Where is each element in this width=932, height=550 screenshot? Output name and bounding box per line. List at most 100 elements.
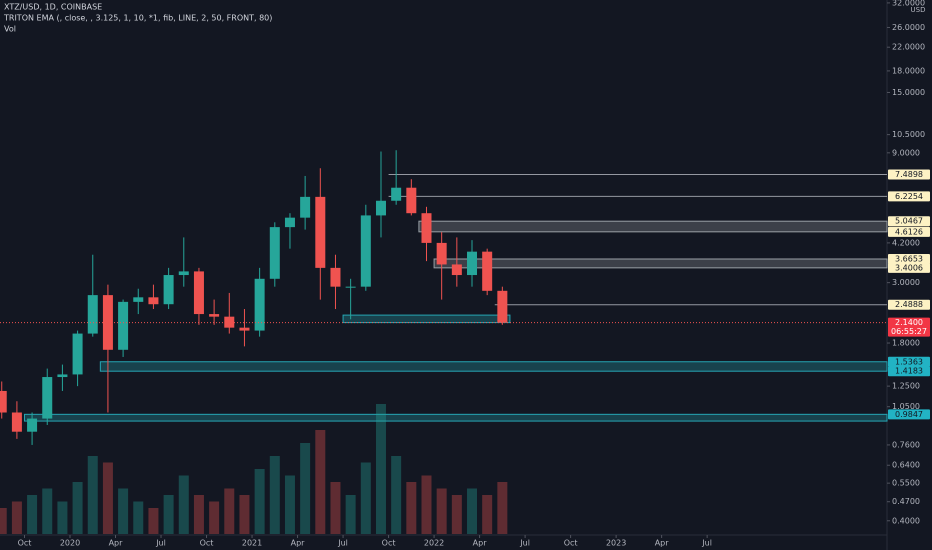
candle-body [87,295,98,334]
volume-bar [42,488,53,534]
y-tick-label: 22.0000 [892,43,925,52]
y-tick-label: 15.0000 [892,88,925,97]
volume-bar [27,495,38,534]
volume-bar [72,482,83,534]
x-tick-label: Jul [519,539,530,548]
y-tick-label: 0.5500 [892,479,920,488]
candle-body [467,251,478,276]
x-tick-label: Oct [18,539,32,548]
volume-bar [224,488,235,534]
candle-body [133,297,144,302]
level-label: 6.2254 [895,192,923,201]
y-tick-label: 1.2500 [892,382,920,391]
zone [23,413,888,422]
candle-body [72,333,83,375]
volume-bar [209,501,220,534]
candle-body [254,278,265,331]
zone-label: 3.6653 [895,254,923,263]
level-label-bg [888,191,930,202]
candle-body [27,418,38,432]
y-tick-label: 10.5000 [892,130,925,139]
volume-bar [467,488,478,534]
volume-bar [284,475,295,534]
zone [418,220,888,233]
y-tick-label: 0.7600 [892,440,920,449]
candle-body [57,374,68,378]
candle-body [148,297,159,305]
x-tick-label: Apr [109,539,124,548]
x-tick-label: 2023 [606,539,626,548]
symbol-title: XTZ/USD, 1D, COINBASE [4,3,102,12]
y-tick-label: 4.2000 [892,238,920,247]
currency: USD [911,6,926,14]
zone-label-bg [888,366,930,377]
volume-bar [315,430,326,534]
y-tick-label: 0.4000 [892,516,920,525]
y-tick-label: 3.0000 [892,278,920,287]
volume-bar [436,488,447,534]
last-price-bg [888,317,930,337]
x-tick-label: Oct [564,539,578,548]
zone-label-bg [888,253,930,264]
volume-bar [375,404,386,534]
candle-body [42,377,53,419]
x-tick-label: 2022 [424,539,444,548]
zone-label-bg [888,262,930,273]
zone-label: 3.4006 [895,263,923,272]
volume-bar [269,456,280,534]
candle-body [406,187,417,214]
volume-bar [163,495,174,534]
zone-label: 1.5363 [895,357,923,366]
candle-body [11,412,22,432]
x-tick-label: Oct [200,539,214,548]
zone-label-bg [888,216,930,227]
volume-bar [360,462,371,534]
volume-bar [239,495,250,534]
volume-bar [87,456,98,534]
volume-bar [406,482,417,534]
candle-body [315,196,326,268]
y-tick-label: 26.0000 [892,23,925,32]
level-label-bg [888,169,930,180]
volume-bar [254,469,265,534]
x-tick-label: Jul [701,539,712,548]
zone-label: 0.9847 [895,410,923,419]
y-tick-label: 9.0000 [892,148,920,157]
candle-body [239,327,250,331]
candle-body [269,227,280,279]
volume-bar [391,456,402,534]
plot [0,150,888,534]
zone-label: 5.0467 [895,217,923,226]
x-tick-label: Apr [473,539,488,548]
volume-label[interactable]: Vol [4,25,16,34]
volume-bar [57,501,68,534]
candle-body [284,217,295,228]
y-tick-label: 1.8000 [892,339,920,348]
candle-body [102,295,113,350]
volume-bar [497,482,508,534]
zone-label: 1.4183 [895,367,923,376]
zone [342,314,511,324]
candle-body [300,196,311,218]
candle-body [482,251,493,291]
volume-bar [330,482,341,534]
zone-label-bg [888,409,930,420]
indicator-label[interactable]: TRITON EMA (, close, , 3.125, 1, 10, *1,… [3,14,272,23]
x-tick-label: Jul [155,539,166,548]
last-price-label: 2.1400 [895,318,923,327]
x-tick-label: Jul [337,539,348,548]
candle-body [375,200,386,216]
candle-body [118,301,129,350]
volume-bar [102,462,113,534]
y-tick-label: 18.0000 [892,66,925,75]
candle-body [330,267,341,287]
candle-body [0,390,7,413]
volume-bar [133,501,144,534]
candle-body [178,271,189,276]
volume-bar [148,508,159,534]
candle-body [345,286,356,288]
candle-body [224,316,235,328]
volume-bar [451,495,462,534]
